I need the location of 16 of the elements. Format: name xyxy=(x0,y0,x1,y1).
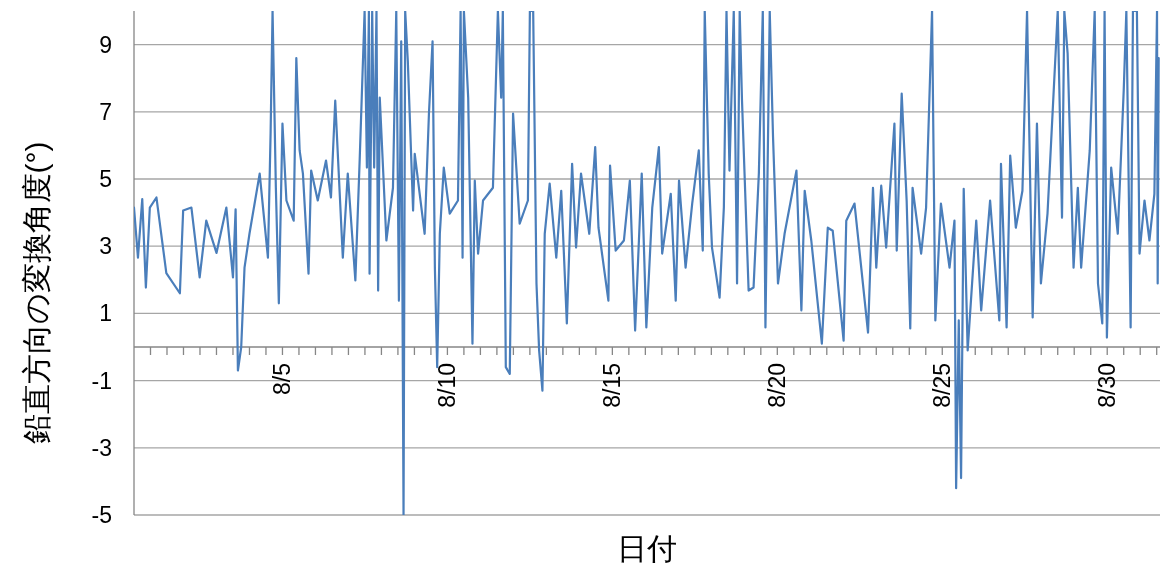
x-tick-label: 8/25 xyxy=(929,363,956,408)
y-tick-label: -1 xyxy=(91,367,112,394)
y-tick-label: -3 xyxy=(91,434,112,461)
y-tick-label: 7 xyxy=(99,98,112,125)
x-tick-label: 8/15 xyxy=(599,363,626,408)
y-tick-label: 9 xyxy=(99,31,112,58)
y-tick-label: 1 xyxy=(99,300,112,327)
x-tick-label: 8/20 xyxy=(764,363,791,408)
x-tick-label: 8/5 xyxy=(269,363,296,395)
x-axis-title: 日付 xyxy=(617,531,677,565)
x-tick-label: 8/10 xyxy=(434,363,461,408)
y-tick-label: 5 xyxy=(99,166,112,192)
y-tick-label: 3 xyxy=(99,233,112,260)
x-tick-label: 8/30 xyxy=(1094,363,1121,408)
y-tick-label: -5 xyxy=(91,502,112,528)
y-axis-title: 鉛直方向の変換角度(°) xyxy=(19,141,53,445)
